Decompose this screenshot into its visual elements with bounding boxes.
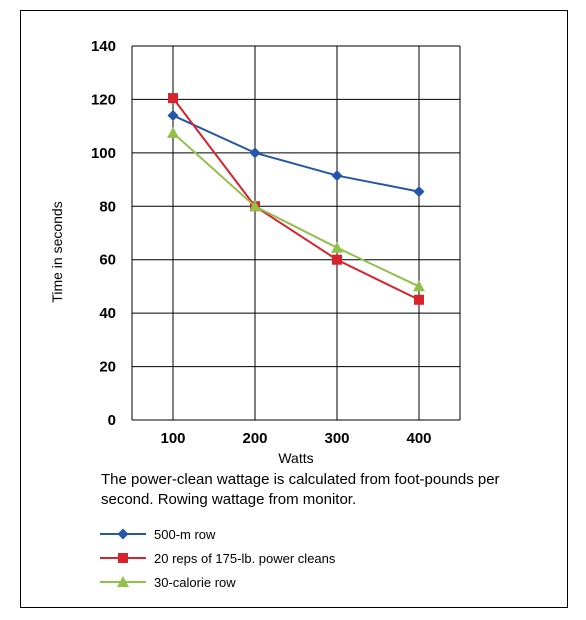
legend-label: 500-m row (154, 526, 216, 542)
y-tick-label: 20 (99, 359, 116, 376)
data-point-marker (413, 186, 425, 198)
x-tick-labels: 100 200 300 400 (160, 430, 431, 447)
chart-frame (20, 10, 568, 608)
gridlines (131, 45, 461, 421)
data-point-marker (414, 294, 424, 305)
x-tick-label: 400 (406, 430, 431, 447)
data-point-marker (331, 170, 343, 182)
series-2 (168, 93, 424, 305)
series-3 (167, 126, 425, 292)
y-tick-label: 140 (91, 38, 116, 55)
y-tick-label: 40 (99, 305, 116, 322)
legend-marker (117, 528, 129, 540)
legend-marker (118, 553, 128, 563)
series-1 (167, 109, 425, 198)
series-lines (167, 93, 425, 305)
legend-swatch-icon (100, 553, 146, 563)
legend-item: 30-calorie row (100, 570, 335, 594)
x-tick-label: 200 (242, 430, 267, 447)
series-line (172, 132, 420, 288)
line-chart: 0 20 40 60 80 100 120 140 100 200 300 400 Time in … (49, 38, 461, 466)
data-point-marker (331, 241, 343, 253)
chart-caption: The power-clean wattage is calculated fr… (101, 471, 500, 508)
data-point-marker (332, 254, 342, 265)
y-axis-label: Time in seconds (49, 201, 65, 302)
legend-swatch-icon (100, 576, 146, 587)
data-point-marker (167, 126, 179, 138)
y-tick-label: 120 (91, 91, 116, 108)
legend-label: 20 reps of 175-lb. power cleans (154, 550, 336, 566)
x-axis-label: Watts (278, 450, 313, 466)
data-point-marker (413, 280, 425, 292)
legend-label: 30-calorie row (154, 574, 236, 590)
data-point-marker (249, 147, 261, 159)
legend-item: 20 reps of 175-lb. power cleans (100, 546, 335, 570)
series-line (172, 97, 420, 301)
legend-item: 500-m row (100, 522, 335, 546)
y-tick-label: 0 (108, 412, 116, 429)
legend-marker (117, 576, 129, 587)
x-tick-label: 300 (324, 430, 349, 447)
series-line (172, 114, 420, 193)
legend-swatch-icon (100, 528, 146, 540)
y-tick-label: 60 (99, 252, 116, 269)
y-tick-labels: 0 20 40 60 80 100 120 140 (91, 38, 116, 429)
data-point-marker (168, 93, 178, 104)
y-tick-label: 100 (91, 145, 116, 162)
legend: 500-m row 20 reps of 175-lb. power cleans… (100, 522, 335, 594)
data-point-marker (249, 200, 261, 212)
data-point-marker (167, 109, 179, 121)
y-tick-label: 80 (99, 198, 116, 215)
x-tick-label: 100 (160, 430, 185, 447)
